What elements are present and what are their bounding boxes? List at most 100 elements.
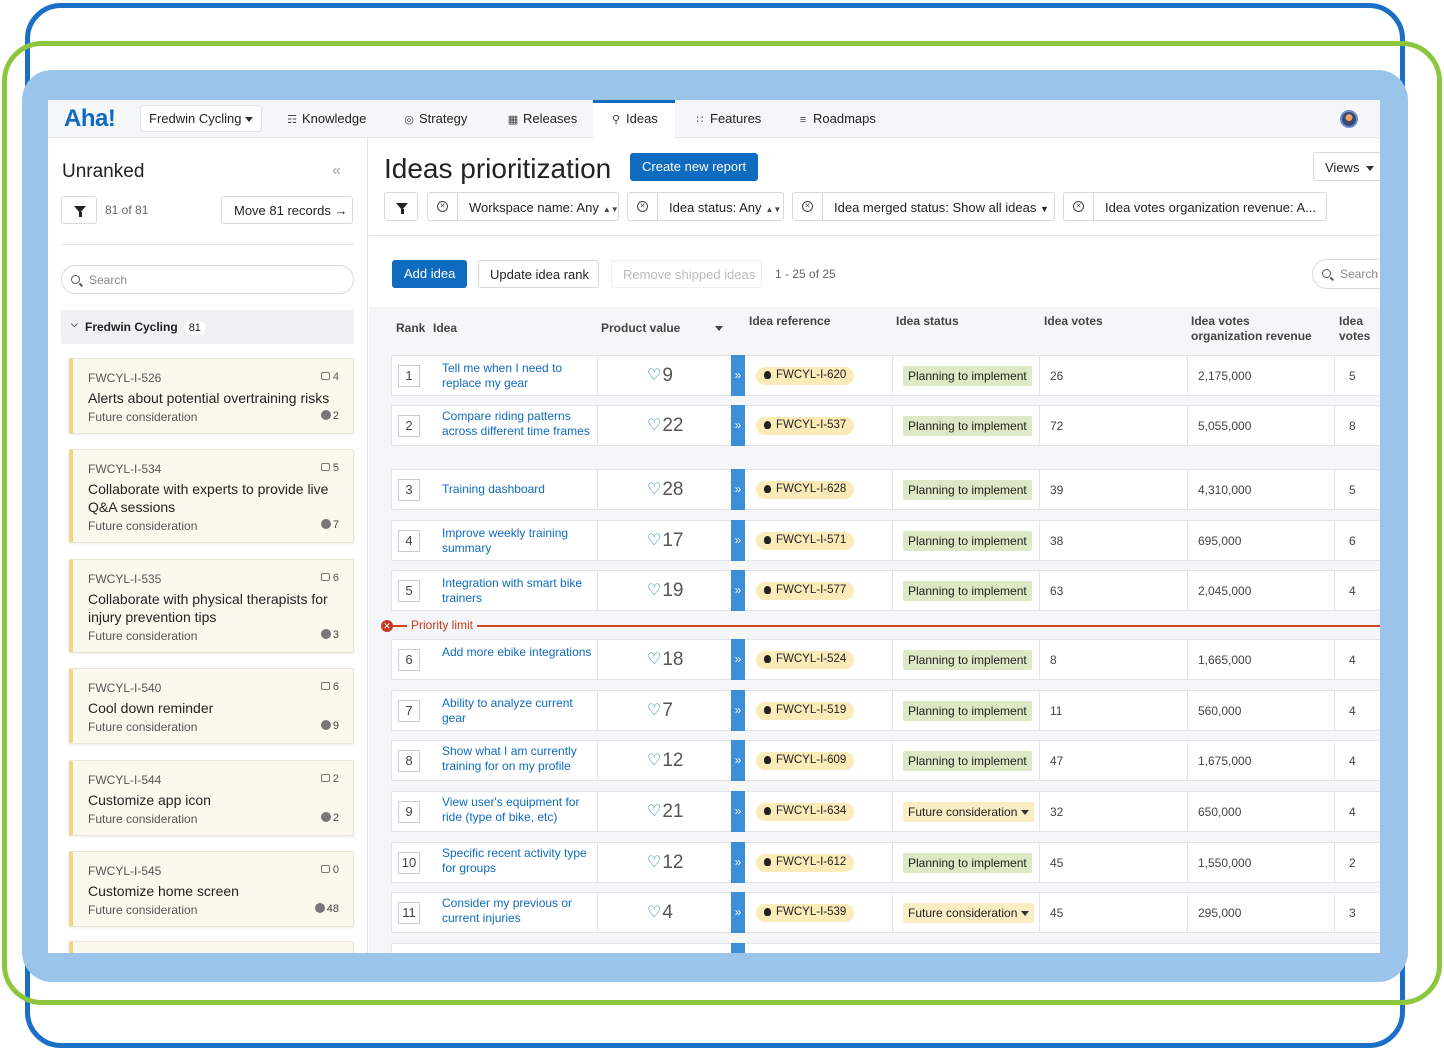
col-votes-org[interactable]: Idea votes organiz: [1339, 314, 1380, 346]
remove-limit-icon[interactable]: ✕: [381, 620, 393, 632]
status-pill[interactable]: Planning to implement: [903, 751, 1032, 771]
priority-limit-line[interactable]: [391, 625, 1380, 627]
col-idea-votes[interactable]: Idea votes: [1044, 314, 1103, 328]
idea-reference-pill[interactable]: FWCYL-I-524: [756, 651, 855, 669]
status-pill[interactable]: Future consideration: [903, 903, 1035, 923]
add-idea-button[interactable]: Add idea: [392, 260, 467, 288]
nav-roadmaps[interactable]: ≡ Roadmaps: [796, 100, 876, 138]
expand-icon[interactable]: »: [731, 842, 745, 883]
user-avatar[interactable]: [1340, 110, 1358, 128]
status-pill[interactable]: Planning to implement: [903, 480, 1032, 500]
nav-strategy[interactable]: ◎ Strategy: [402, 100, 467, 138]
status-pill[interactable]: Planning to implement: [903, 416, 1032, 436]
rank-box[interactable]: 9: [398, 801, 420, 823]
workspace-select[interactable]: Fredwin Cycling: [140, 105, 262, 132]
idea-card[interactable]: FWCYL-I-545 0 Customize home screen Futu…: [69, 851, 354, 927]
col-rank[interactable]: Rank: [396, 321, 426, 335]
expand-icon[interactable]: [731, 943, 745, 953]
idea-link[interactable]: Compare riding patterns across different…: [442, 409, 590, 438]
table-row[interactable]: [391, 943, 1380, 953]
status-pill[interactable]: Planning to implement: [903, 531, 1032, 551]
idea-link[interactable]: Tell me when I need to replace my gear: [442, 361, 563, 390]
table-search-input[interactable]: Search: [1312, 259, 1380, 289]
idea-reference-pill[interactable]: FWCYL-I-634: [756, 803, 855, 821]
status-pill[interactable]: Planning to implement: [903, 701, 1032, 721]
filter-merged-status[interactable]: ✕ Idea merged status: Show all ideas ▼: [792, 192, 1055, 221]
col-idea[interactable]: Idea: [433, 321, 458, 335]
status-pill[interactable]: Planning to implement: [903, 853, 1032, 873]
idea-card[interactable]: FWCYL-I-540 6 Cool down reminder Future …: [69, 668, 354, 744]
expand-icon[interactable]: »: [731, 405, 745, 446]
idea-link[interactable]: Show what I am currently training for on…: [442, 744, 577, 773]
search-input[interactable]: Search: [61, 265, 354, 294]
views-dropdown[interactable]: Views: [1313, 152, 1380, 181]
expand-icon[interactable]: »: [731, 355, 745, 396]
nav-ideas[interactable]: ⚲ Ideas: [593, 100, 675, 138]
rank-box[interactable]: 4: [398, 530, 420, 552]
group-header[interactable]: ⌵ Fredwin Cycling 81: [61, 310, 354, 344]
filter-status[interactable]: ✕ Idea status: Any ▲▼: [627, 192, 784, 221]
rank-box[interactable]: 2: [398, 415, 420, 437]
aha-logo[interactable]: Aha!: [64, 105, 116, 132]
idea-link[interactable]: Add more ebike integrations: [442, 645, 592, 659]
expand-icon[interactable]: »: [731, 892, 745, 933]
idea-link[interactable]: Training dashboard: [442, 482, 545, 496]
idea-link[interactable]: Improve weekly training summary: [442, 526, 569, 555]
nav-knowledge[interactable]: ☶ Knowledge: [285, 100, 366, 138]
sort-caret-icon[interactable]: [715, 326, 723, 331]
rank-box[interactable]: 8: [398, 750, 420, 772]
status-pill[interactable]: Planning to implement: [903, 581, 1032, 601]
table-row[interactable]: 3 Training dashboard ♡28 » FWCYL-I-628 Planni…: [391, 469, 1380, 510]
nav-releases[interactable]: ▦ Releases: [506, 100, 577, 138]
idea-reference-pill[interactable]: FWCYL-I-539: [756, 904, 855, 922]
idea-reference-pill[interactable]: FWCYL-I-571: [756, 532, 855, 550]
table-row[interactable]: 5 Integration with smart bike trainers ♡19…: [391, 570, 1380, 611]
col-idea-status[interactable]: Idea status: [896, 314, 959, 328]
status-pill[interactable]: Future consideration: [903, 802, 1035, 822]
expand-icon[interactable]: »: [731, 520, 745, 561]
idea-reference-pill[interactable]: FWCYL-I-620: [756, 367, 855, 385]
idea-link[interactable]: Integration with smart bike trainers: [442, 576, 583, 605]
table-row[interactable]: 9 View user's equipment for ride (type of…: [391, 791, 1380, 832]
table-row[interactable]: 10 Specific recent activity type for grou…: [391, 842, 1380, 883]
col-product-value[interactable]: Product value: [601, 321, 681, 335]
rank-box[interactable]: 1: [398, 365, 420, 387]
expand-icon[interactable]: »: [731, 791, 745, 832]
col-idea-reference[interactable]: Idea reference: [749, 314, 831, 328]
expand-icon[interactable]: »: [731, 740, 745, 781]
idea-link[interactable]: Specific recent activity type for groups: [442, 846, 587, 875]
nav-features[interactable]: ∷ Features: [693, 100, 762, 138]
idea-card[interactable]: FWCYL-I-534 5 Collaborate with experts t…: [69, 449, 354, 543]
status-pill[interactable]: Planning to implement: [903, 366, 1032, 386]
idea-link[interactable]: View user's equipment for ride (type of …: [442, 795, 580, 824]
table-row[interactable]: 1 Tell me when I need to replace my gear ♡…: [391, 355, 1380, 396]
idea-reference-pill[interactable]: FWCYL-I-609: [756, 752, 855, 770]
idea-reference-pill[interactable]: FWCYL-I-612: [756, 854, 855, 872]
rank-box[interactable]: 5: [398, 580, 420, 602]
status-pill[interactable]: Planning to implement: [903, 650, 1032, 670]
idea-card[interactable]: FWCYL-I-535 6 Collaborate with physical …: [69, 559, 354, 653]
table-row[interactable]: 4 Improve weekly training summary ♡17 » FWCY…: [391, 520, 1380, 561]
rank-box[interactable]: 6: [398, 649, 420, 671]
remove-filter-icon[interactable]: ✕: [437, 201, 448, 212]
idea-card[interactable]: FWCYL-I-526 4 Alerts about potential ove…: [69, 358, 354, 434]
expand-icon[interactable]: »: [731, 690, 745, 731]
table-row[interactable]: 6 Add more ebike integrations ♡18 » FWCYL-I-…: [391, 639, 1380, 680]
idea-reference-pill[interactable]: FWCYL-I-537: [756, 417, 855, 435]
rank-box[interactable]: 7: [398, 700, 420, 722]
filter-org-revenue[interactable]: ✕ Idea votes organization revenue: A...: [1063, 192, 1327, 221]
rank-box[interactable]: 3: [398, 479, 420, 501]
remove-filter-icon[interactable]: ✕: [637, 201, 648, 212]
table-row[interactable]: 11 Consider my previous or current injuri…: [391, 892, 1380, 933]
remove-filter-icon[interactable]: ✕: [1073, 201, 1084, 212]
idea-link[interactable]: Ability to analyze current gear: [442, 696, 573, 725]
filter-workspace[interactable]: ✕ Workspace name: Any ▲▼: [427, 192, 619, 221]
rank-box[interactable]: 10: [398, 852, 420, 874]
idea-card[interactable]: [69, 941, 354, 953]
report-filter-button[interactable]: [384, 192, 418, 221]
collapse-icon[interactable]: «: [332, 162, 341, 179]
table-row[interactable]: 2 Compare riding patterns across differen…: [391, 405, 1380, 446]
filter-button[interactable]: [61, 196, 97, 224]
idea-link[interactable]: Consider my previous or current injuries: [442, 896, 573, 925]
update-rank-button[interactable]: Update idea rank: [478, 260, 599, 288]
